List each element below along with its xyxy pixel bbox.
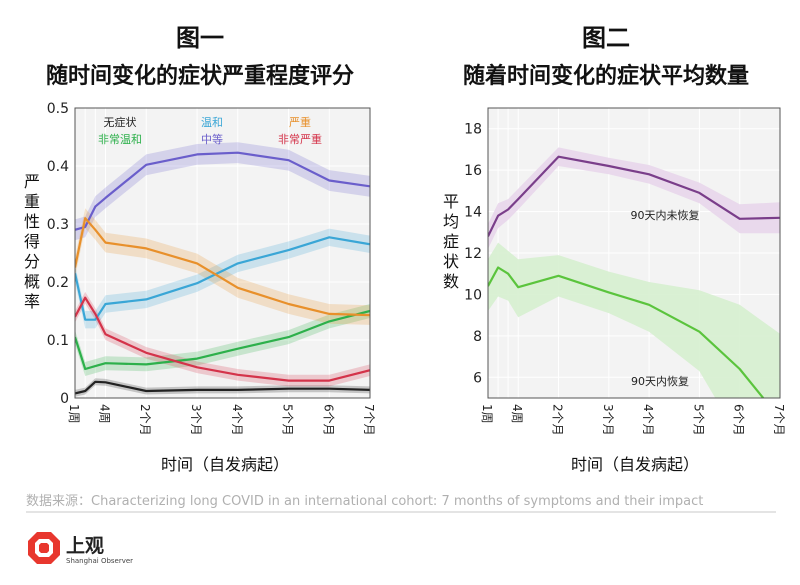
chart2-frame — [487, 107, 781, 399]
chart2-band-1 — [488, 242, 780, 398]
chart1-y-tick-label: 0 — [60, 391, 69, 407]
chart1-legend-entry: 中等 — [201, 132, 223, 146]
chart1-y-tick-label: 0.4 — [47, 159, 69, 175]
chart1-y-tick-label: 0.2 — [47, 275, 69, 291]
chart2-plot: 6 8 10 12 14 16 18 1周 4周 2个月 3个月 4个月 5个月 6个月 7个月 — [464, 107, 786, 436]
chart2-band-0 — [488, 147, 780, 249]
chart1-x-tick-label: 6个月 — [321, 404, 335, 436]
chart2-x-tick-label: 4周 — [510, 404, 524, 424]
chart2-y-tick-label: 14 — [464, 205, 482, 221]
chart1-legend-entry: 非常温和 — [98, 133, 142, 146]
chart1-frame — [74, 107, 371, 399]
chart1-band-1 — [75, 304, 370, 376]
chart2-title: 随着时间变化的症状平均数量 — [462, 64, 749, 89]
chart1-series-line-3 — [75, 151, 370, 231]
brand-name: 上观 — [66, 535, 105, 557]
chart2-y-tick-label: 10 — [464, 287, 482, 303]
chart1-x-tick-label: 1周 — [67, 404, 81, 424]
chart1-series-line-2 — [75, 236, 370, 321]
chart2-y-tick-label: 8 — [473, 329, 482, 345]
chart1-y-axis-label: 严重性得分概率 — [23, 172, 40, 311]
chart2-y-tick-label: 18 — [464, 122, 482, 138]
chart2-y-tick-label: 16 — [464, 163, 482, 179]
chart2-x-tick-label: 4个月 — [641, 404, 655, 436]
footer-divider — [26, 511, 776, 513]
chart2-x-tick-label: 2个月 — [551, 404, 565, 436]
chart2-series-label: 90天内恢复 — [631, 374, 689, 388]
chart2-x-tick-label: 3个月 — [601, 404, 615, 436]
chart1-y-tick-label: 0.1 — [47, 333, 69, 349]
chart1-legend-entry: 温和 — [201, 116, 223, 129]
chart1-x-tick-label: 5个月 — [281, 404, 295, 436]
chart2-x-tick-label: 7个月 — [772, 404, 786, 436]
chart1-plot: 0 0.1 0.2 0.3 0.4 0.5 1周 4周 2个月 3个月 4个月 5个月 6个月 7个月 — [47, 101, 376, 436]
chart1-x-tick-label: 3个月 — [189, 404, 203, 436]
shanghai-observer-logo-icon — [28, 532, 60, 564]
chart1-y-tick-label: 0.3 — [47, 217, 69, 233]
chart2-y-tick-label: 6 — [473, 370, 482, 386]
chart2-y-axis-label: 平均症状数 — [442, 192, 459, 291]
chart1-y-tick-label: 0.5 — [47, 101, 69, 117]
chart2-x-axis-label: 时间（自发病起） — [570, 455, 699, 474]
chart1-band-0 — [75, 378, 370, 397]
chart2-x-tick-label: 1周 — [480, 404, 494, 424]
chart2-x-tick-label: 5个月 — [691, 404, 705, 436]
chart1-plot-background — [75, 108, 370, 398]
chart1-x-tick-label: 2个月 — [138, 404, 152, 436]
chart1-series-line-0 — [75, 380, 370, 395]
chart2-x-tick-label: 6个月 — [732, 404, 746, 436]
chart1-series-line-5 — [75, 296, 370, 382]
chart1-series-line-4 — [75, 217, 370, 317]
brand-name-en: Shanghai Observer — [66, 557, 134, 565]
chart1-legend-entry: 严重 — [289, 115, 311, 129]
chart2-series-label: 90天内未恢复 — [631, 208, 700, 222]
chart1-legend-entry: 无症状 — [104, 115, 137, 129]
chart1-figure-label: 图一 — [176, 24, 224, 52]
chart1-x-tick-label: 4周 — [98, 404, 112, 424]
chart1-x-tick-label: 4个月 — [230, 404, 244, 436]
chart2-y-tick-label: 12 — [464, 246, 482, 262]
source-note: 数据来源：Characterizing long COVID in an int… — [26, 494, 704, 509]
chart1-legend-entry: 非常严重 — [278, 132, 322, 146]
chart2-series-line-1 — [488, 266, 765, 398]
chart1-x-tick-label: 7个月 — [362, 404, 376, 436]
chart2-series-line-0 — [488, 155, 780, 237]
chart1-x-axis-label: 时间（自发病起） — [160, 455, 289, 474]
chart1-title: 随时间变化的症状严重程度评分 — [45, 64, 354, 89]
chart1-series-line-1 — [75, 309, 370, 371]
chart2-figure-label: 图二 — [582, 24, 630, 52]
chart1-band-3 — [75, 142, 370, 241]
